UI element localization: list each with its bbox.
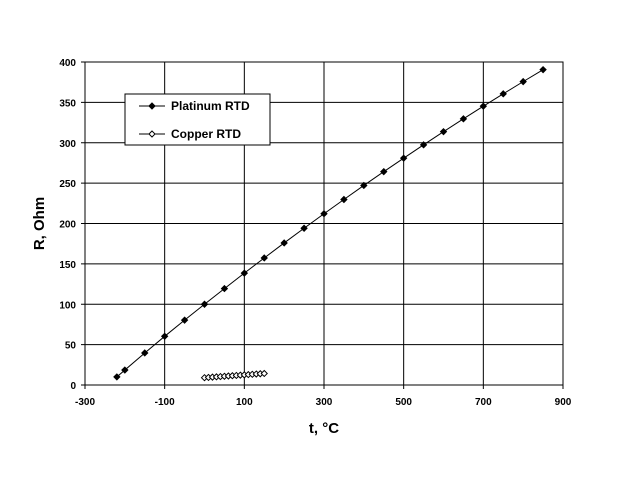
data-point-platinum-rtd — [419, 141, 428, 149]
data-point-platinum-rtd — [180, 316, 189, 324]
data-point-copper-rtd — [260, 369, 268, 378]
y-tick-label: 0 — [70, 381, 76, 392]
x-tick-label: 700 — [475, 397, 492, 408]
plot-area — [84, 61, 564, 386]
data-point-platinum-rtd — [113, 373, 121, 381]
y-tick-label: 250 — [59, 179, 76, 190]
data-point-platinum-rtd — [240, 269, 249, 277]
y-tick-label: 350 — [59, 98, 76, 109]
data-point-platinum-rtd — [380, 167, 388, 176]
y-tick-label: 100 — [59, 300, 76, 311]
data-point-platinum-rtd — [320, 210, 328, 218]
data-point-platinum-rtd — [439, 127, 448, 136]
x-axis-title: t, °C — [309, 420, 339, 437]
legend-label-platinum: Platinum RTD — [171, 99, 250, 113]
data-point-platinum-rtd — [360, 181, 368, 190]
y-tick-label: 50 — [65, 341, 77, 352]
x-tick-label: 900 — [555, 397, 572, 408]
data-point-platinum-rtd — [499, 90, 507, 98]
y-tick-label: 400 — [59, 58, 76, 69]
x-tick-label: -100 — [155, 397, 175, 408]
data-point-platinum-rtd — [459, 115, 468, 123]
data-point-platinum-rtd — [220, 284, 229, 293]
data-point-platinum-rtd — [121, 366, 129, 374]
legend-label-copper: Copper RTD — [171, 127, 241, 141]
data-point-platinum-rtd — [300, 224, 308, 232]
data-point-platinum-rtd — [260, 254, 268, 262]
x-tick-label: 500 — [395, 397, 412, 408]
data-point-platinum-rtd — [141, 349, 149, 357]
legend-marker-platinum — [148, 102, 156, 110]
data-point-platinum-rtd — [200, 300, 209, 308]
data-point-platinum-rtd — [160, 332, 169, 341]
tick-labels: -300 -100 100 300 500 700 900 0 50 100 150 200 250 30… — [59, 58, 571, 408]
data-point-platinum-rtd — [280, 239, 288, 247]
data-point-platinum-rtd — [539, 65, 547, 74]
series-group — [113, 65, 547, 382]
legend-marker-copper — [148, 130, 156, 138]
x-tick-label: 300 — [316, 397, 333, 408]
legend-box — [124, 93, 271, 146]
y-tick-label: 150 — [59, 260, 76, 271]
x-tick-label: -300 — [75, 397, 95, 408]
data-point-platinum-rtd — [399, 154, 408, 162]
data-point-platinum-rtd — [479, 102, 488, 110]
y-tick-label: 200 — [59, 220, 76, 231]
x-tick-label: 100 — [236, 397, 253, 408]
data-point-platinum-rtd — [340, 195, 348, 204]
y-axis-title: R, Ohm — [31, 197, 48, 250]
legend: Platinum RTD Copper RTD — [124, 93, 271, 146]
y-tick-label: 300 — [59, 139, 76, 150]
data-point-platinum-rtd — [519, 77, 527, 86]
